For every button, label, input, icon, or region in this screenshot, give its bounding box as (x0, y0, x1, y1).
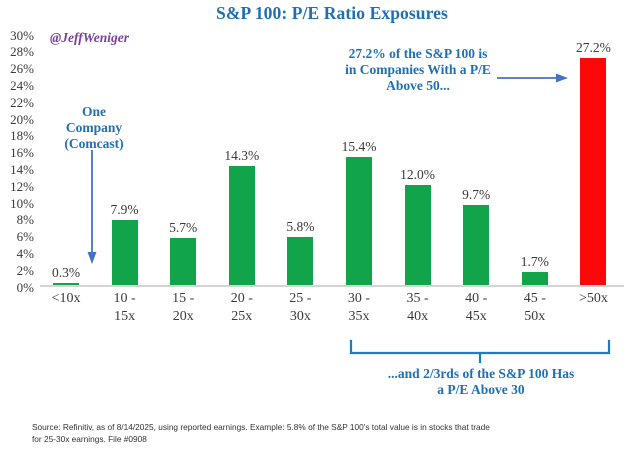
y-axis-tick: 14% (10, 161, 34, 177)
y-axis-tick: 6% (16, 229, 34, 245)
y-axis-tick: 10% (10, 195, 34, 211)
y-axis-tick: 22% (10, 94, 34, 110)
y-axis-tick: 28% (10, 44, 34, 60)
x-axis-tick: 30 - 35x (331, 290, 387, 325)
x-axis-tick-line: 30 - (347, 291, 371, 306)
x-axis: <10x 10 -15x 15 -20x 20 -25x 25 -30x 30 -35x 3… (40, 290, 624, 338)
y-axis-tick: 30% (10, 27, 34, 43)
x-axis-tick-line: 25x (231, 308, 253, 324)
annotation-one-company-line3: (Comcast) (64, 135, 124, 151)
y-axis: 30% 28% 26% 24% 22% 20% 18% 16% 14% 12% 10% 8% 6% 4% 2… (0, 27, 38, 294)
x-axis-tick-line: 25 - (289, 291, 312, 306)
footnote-line1: Source: Refinitiv, as of 8/14/2025, usin… (32, 422, 490, 432)
annotation-one-company: One Company (Comcast) (46, 104, 142, 152)
annotation-one-company-line2: Company (65, 119, 123, 135)
bar-value-label: 12.0% (400, 167, 436, 183)
bar-value-label: 14.3% (224, 147, 260, 163)
bar-value-label: 9.7% (462, 186, 491, 202)
bar-15-20x[interactable] (170, 238, 197, 286)
x-axis-tick-line: 40x (407, 308, 429, 324)
x-axis-tick: <10x (38, 290, 94, 308)
axis-baseline (40, 285, 624, 287)
bar-value-label: 27.2% (575, 39, 611, 55)
x-axis-tick-line: 15x (114, 308, 136, 324)
bar-20-25x[interactable] (228, 165, 255, 286)
plot-area: 0.3% 7.9% 5.7% 14.3% 5.8% 15.4% 12.0% 9.7% 1.7% 2… (40, 34, 624, 286)
x-axis-tick: 10 - 15x (97, 290, 153, 325)
y-axis-tick: 2% (16, 262, 34, 278)
annotation-one-company-line1: One (81, 104, 106, 119)
x-axis-tick-line: 30x (289, 308, 311, 324)
bar-value-label: 1.7% (520, 253, 549, 269)
bar-35-40x[interactable] (404, 185, 431, 286)
bar-10-15x[interactable] (111, 219, 138, 286)
x-axis-tick-line: 50x (524, 308, 546, 324)
bar-45-50x[interactable] (521, 271, 548, 286)
x-axis-tick: 40 - 45x (448, 290, 504, 325)
x-axis-tick-line: >50x (578, 291, 608, 306)
y-axis-tick: 26% (10, 61, 34, 77)
footnote-line2: for 25-30x earnings. File #0908 (32, 434, 147, 445)
x-axis-tick: 25 - 30x (272, 290, 328, 325)
x-axis-tick-line: 15 - (172, 291, 195, 306)
author-handle: @JeffWeniger (50, 30, 129, 45)
y-axis-tick: 24% (10, 77, 34, 93)
x-axis-tick-line: 35x (348, 308, 370, 324)
annotation-above-50-line1: 27.2% of the S&P 100 is (348, 46, 488, 61)
y-axis-tick: 0% (16, 279, 34, 295)
footnote: Source: Refinitiv, as of 8/14/2025, usin… (32, 421, 512, 445)
x-axis-tick-line: 20 - (230, 291, 253, 306)
chart-title: S&P 100: P/E Ratio Exposures (216, 3, 448, 23)
annotation-above-30-line2: a P/E Above 30 (437, 381, 525, 397)
x-axis-tick-line: <10x (51, 291, 81, 306)
range-bracket-icon (349, 339, 611, 363)
annotation-above-50-line3: Above 50... (386, 77, 450, 93)
bar--50x[interactable] (580, 57, 607, 286)
bar-40-45x[interactable] (463, 204, 490, 286)
annotation-above-30-line1: ...and 2/3rds of the S&P 100 Has (387, 366, 575, 381)
x-axis-tick: 20 - 25x (214, 290, 270, 325)
bar--10x[interactable] (53, 283, 79, 286)
bar-value-label: 15.4% (341, 138, 377, 154)
bar-value-label: 0.3% (51, 265, 81, 280)
x-axis-tick: 15 - 20x (155, 290, 211, 325)
bar-value-label: 7.9% (110, 201, 139, 217)
x-axis-tick-line: 40 - (465, 291, 488, 306)
bar-value-label: 5.8% (286, 219, 315, 235)
y-axis-tick: 12% (10, 178, 34, 194)
y-axis-tick: 18% (10, 128, 34, 144)
annotation-above-50: 27.2% of the S&P 100 is in Companies Wit… (292, 46, 544, 94)
x-axis-tick-line: 35 - (406, 291, 429, 306)
y-axis-tick: 20% (10, 111, 34, 127)
annotation-above-50-line2: in Companies With a P/E (345, 61, 491, 77)
x-axis-tick-line: 45x (465, 308, 487, 324)
bar-25-30x[interactable] (287, 237, 314, 286)
bar-value-label: 5.7% (169, 220, 198, 236)
bar-30-35x[interactable] (346, 156, 372, 286)
annotation-above-30: ...and 2/3rds of the S&P 100 Has a P/E A… (352, 366, 610, 398)
y-axis-tick: 8% (16, 212, 34, 228)
x-axis-tick-line: 45 - (523, 291, 546, 306)
x-axis-tick-line: 20x (172, 308, 194, 324)
x-axis-tick: >50x (565, 290, 621, 308)
x-axis-tick-line: 10 - (113, 291, 136, 306)
y-axis-tick: 4% (16, 245, 34, 261)
x-axis-tick: 35 - 40x (390, 290, 446, 325)
x-axis-tick: 45 - 50x (507, 290, 563, 325)
y-axis-tick: 16% (10, 145, 34, 161)
